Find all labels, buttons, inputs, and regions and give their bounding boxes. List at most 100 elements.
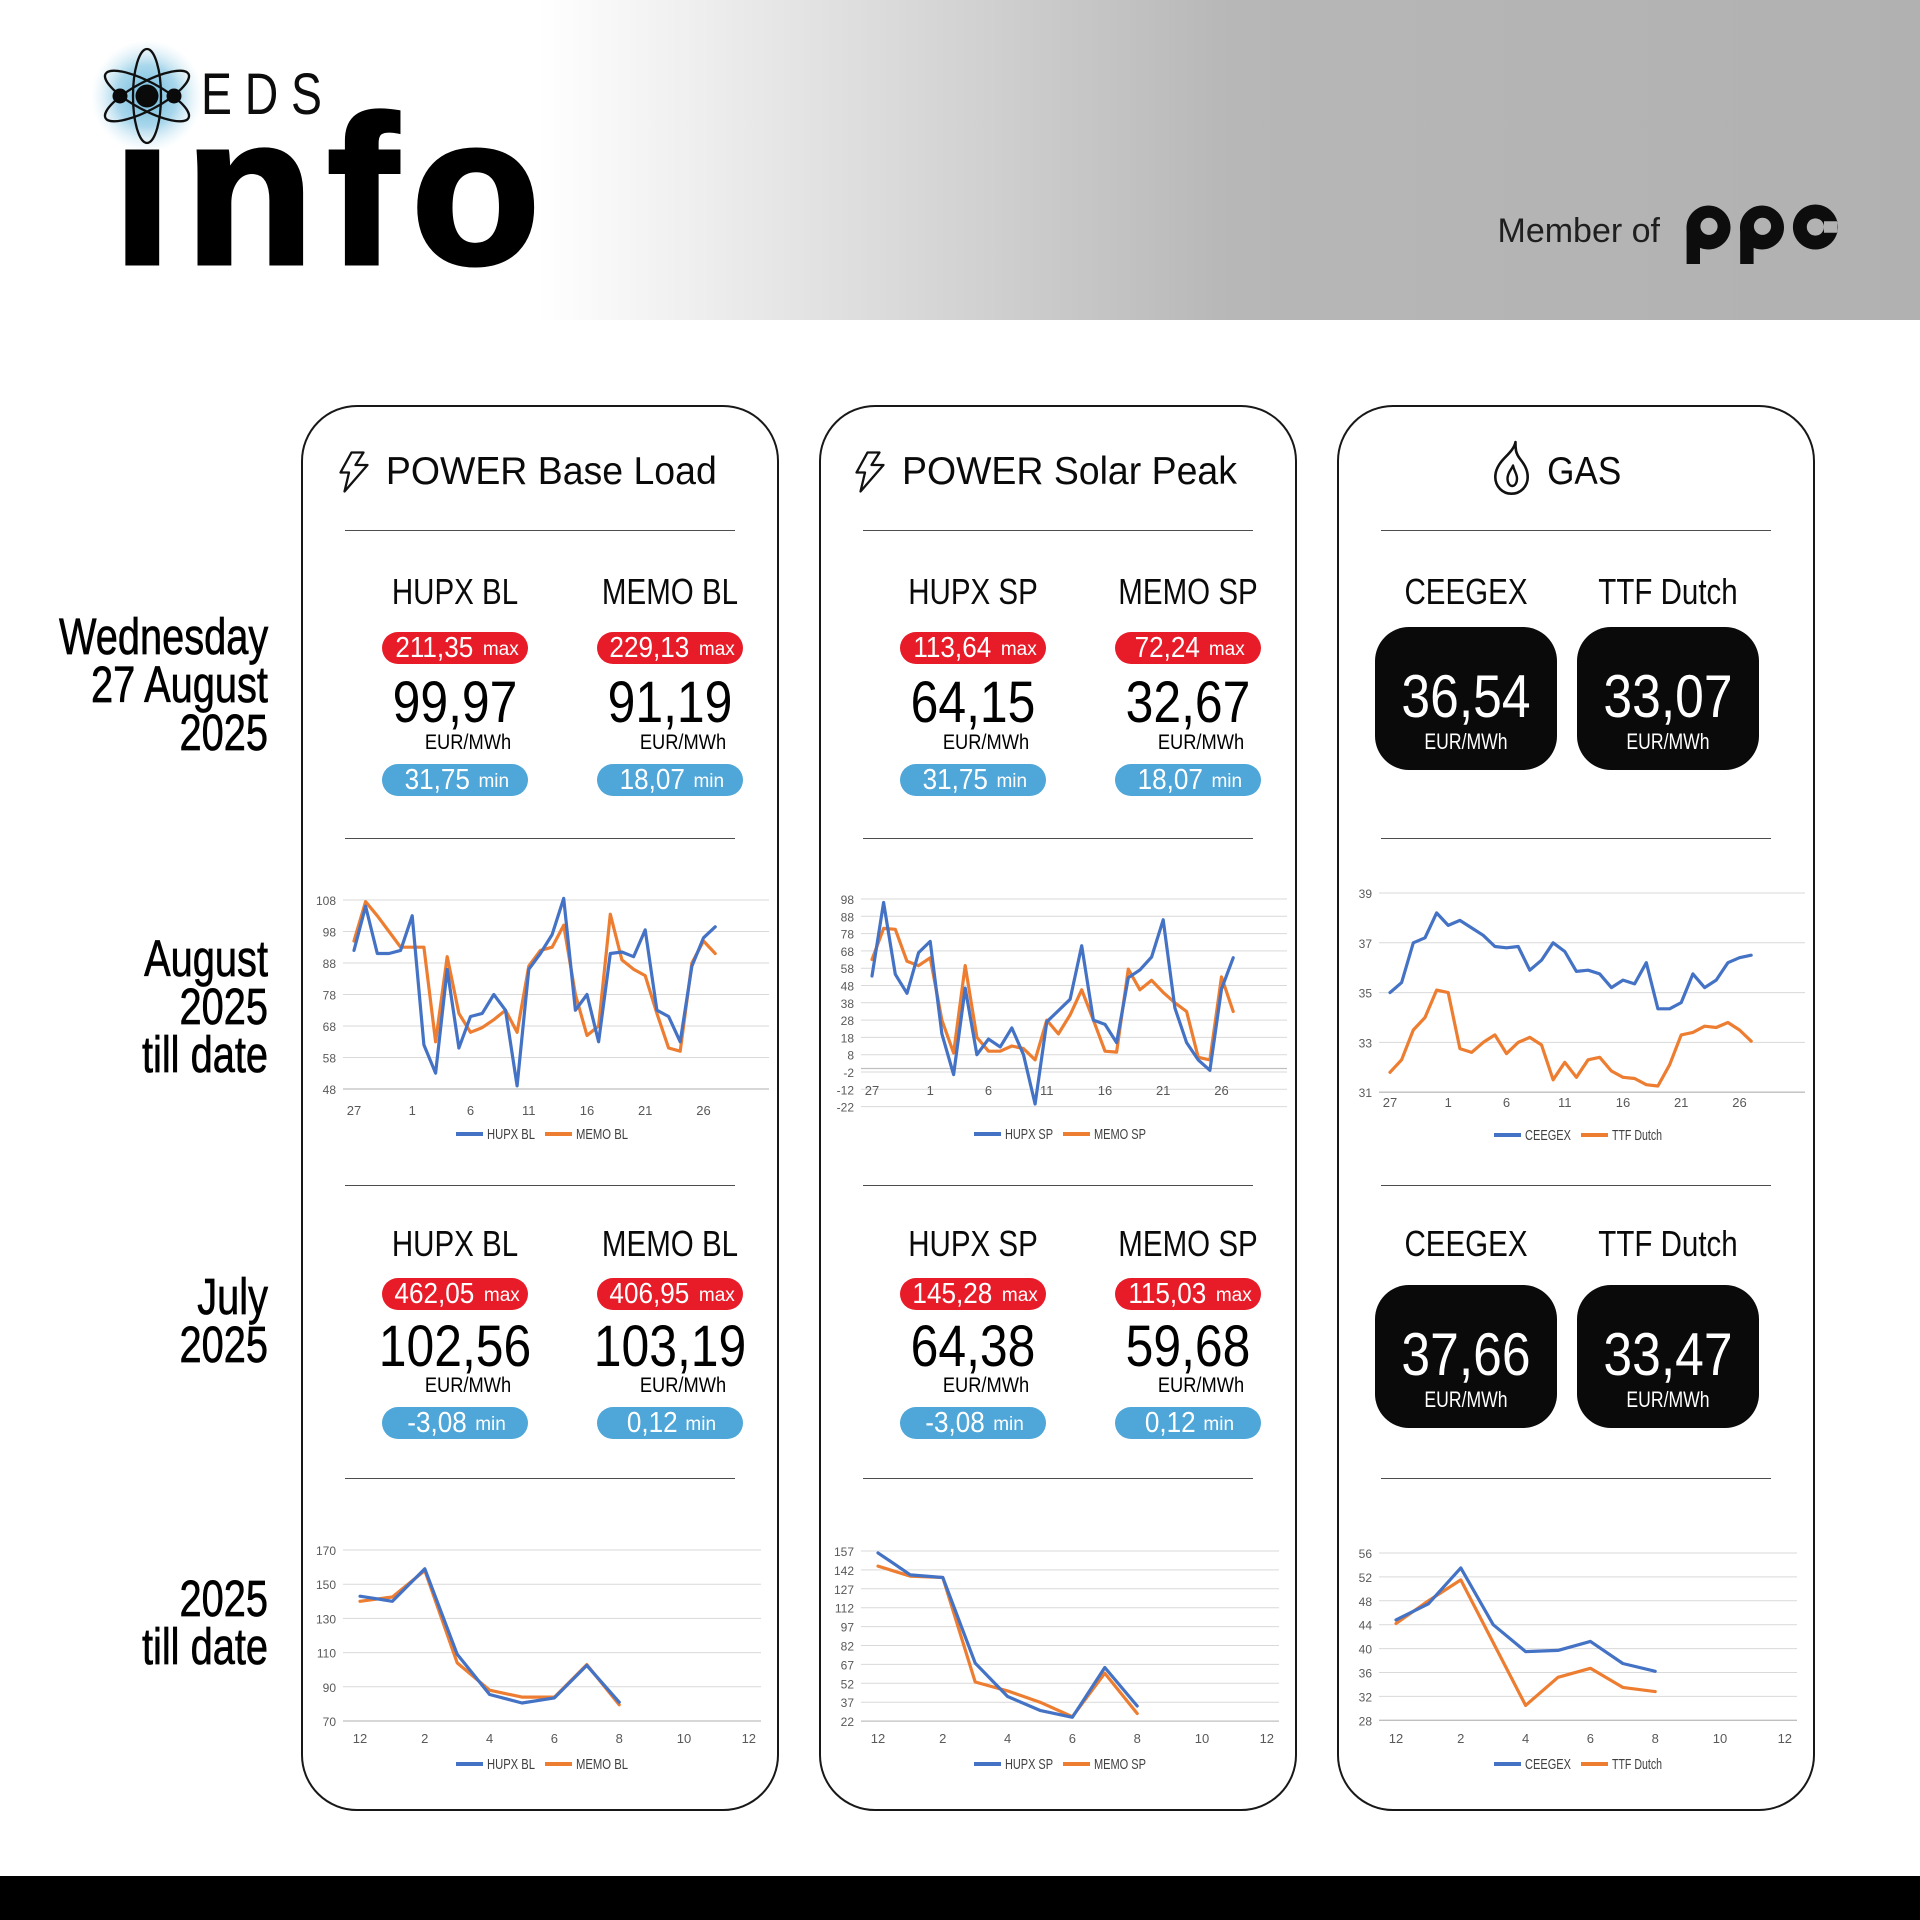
svg-text:MEMO SP: MEMO SP (1094, 1126, 1146, 1143)
svg-text:-2: -2 (843, 1066, 854, 1080)
svg-text:-12: -12 (837, 1083, 855, 1097)
svg-text:21: 21 (638, 1103, 652, 1118)
svg-text:12: 12 (353, 1731, 367, 1746)
svg-text:52: 52 (1359, 1571, 1373, 1585)
svg-text:108: 108 (316, 894, 336, 908)
svg-text:48: 48 (841, 980, 855, 994)
svg-text:58: 58 (841, 962, 855, 976)
svg-text:6: 6 (551, 1731, 558, 1746)
svg-text:78: 78 (841, 928, 855, 942)
svg-text:67: 67 (841, 1658, 855, 1672)
svg-text:28: 28 (841, 1014, 855, 1028)
svg-text:6: 6 (1069, 1731, 1076, 1746)
svg-text:37: 37 (1359, 937, 1373, 951)
svg-text:11: 11 (522, 1103, 536, 1118)
svg-text:12: 12 (871, 1731, 885, 1746)
svg-text:8: 8 (1652, 1731, 1659, 1746)
svg-text:39: 39 (1359, 887, 1373, 901)
svg-text:88: 88 (323, 957, 337, 971)
svg-text:28: 28 (1359, 1714, 1373, 1728)
svg-text:27: 27 (347, 1103, 361, 1118)
svg-text:37: 37 (841, 1696, 855, 1710)
svg-text:157: 157 (834, 1545, 854, 1559)
svg-text:12: 12 (1260, 1731, 1274, 1746)
svg-text:48: 48 (323, 1083, 337, 1097)
svg-text:HUPX SP: HUPX SP (1005, 1126, 1053, 1143)
svg-text:33: 33 (1359, 1036, 1373, 1050)
svg-text:48: 48 (1359, 1595, 1373, 1609)
svg-text:8: 8 (616, 1731, 623, 1746)
svg-text:11: 11 (1558, 1095, 1572, 1110)
svg-text:68: 68 (841, 945, 855, 959)
svg-text:12: 12 (1778, 1731, 1792, 1746)
svg-text:2: 2 (1457, 1731, 1464, 1746)
svg-text:36: 36 (1359, 1667, 1373, 1681)
svg-text:2: 2 (939, 1731, 946, 1746)
svg-text:HUPX SP: HUPX SP (1005, 1756, 1053, 1773)
svg-text:16: 16 (1616, 1095, 1630, 1110)
svg-text:16: 16 (580, 1103, 594, 1118)
svg-text:32: 32 (1359, 1690, 1373, 1704)
svg-text:142: 142 (834, 1564, 854, 1578)
svg-text:6: 6 (1587, 1731, 1594, 1746)
svg-text:TTF Dutch: TTF Dutch (1612, 1127, 1662, 1144)
svg-text:26: 26 (1732, 1095, 1746, 1110)
svg-text:CEEGEX: CEEGEX (1525, 1756, 1571, 1773)
svg-text:4: 4 (1004, 1731, 1011, 1746)
svg-text:MEMO BL: MEMO BL (576, 1756, 628, 1773)
svg-text:26: 26 (696, 1103, 710, 1118)
svg-text:18: 18 (841, 1031, 855, 1045)
svg-text:6: 6 (1503, 1095, 1510, 1110)
svg-text:82: 82 (841, 1640, 855, 1654)
svg-text:56: 56 (1359, 1547, 1373, 1561)
svg-text:127: 127 (834, 1583, 854, 1597)
svg-text:16: 16 (1098, 1083, 1112, 1098)
svg-text:21: 21 (1674, 1095, 1688, 1110)
svg-text:130: 130 (316, 1612, 336, 1626)
svg-text:88: 88 (841, 910, 855, 924)
svg-text:97: 97 (841, 1621, 855, 1635)
svg-text:8: 8 (847, 1049, 854, 1063)
svg-text:98: 98 (841, 893, 855, 907)
svg-text:4: 4 (1522, 1731, 1529, 1746)
svg-text:52: 52 (841, 1677, 855, 1691)
svg-text:4: 4 (486, 1731, 493, 1746)
svg-text:MEMO BL: MEMO BL (576, 1126, 628, 1143)
svg-text:112: 112 (835, 1602, 854, 1616)
svg-text:38: 38 (841, 997, 855, 1011)
svg-text:CEEGEX: CEEGEX (1525, 1127, 1571, 1144)
svg-text:31: 31 (1359, 1086, 1373, 1100)
svg-text:11: 11 (1040, 1083, 1054, 1098)
svg-text:12: 12 (742, 1731, 756, 1746)
svg-text:1: 1 (409, 1103, 416, 1118)
svg-text:58: 58 (323, 1052, 337, 1066)
svg-text:78: 78 (323, 989, 337, 1003)
svg-text:170: 170 (316, 1544, 336, 1558)
svg-text:6: 6 (467, 1103, 474, 1118)
svg-text:MEMO SP: MEMO SP (1094, 1756, 1146, 1773)
svg-text:110: 110 (317, 1647, 336, 1661)
svg-text:12: 12 (1389, 1731, 1403, 1746)
svg-text:10: 10 (1195, 1731, 1209, 1746)
svg-text:10: 10 (1713, 1731, 1727, 1746)
svg-text:22: 22 (841, 1715, 855, 1729)
svg-text:10: 10 (677, 1731, 691, 1746)
svg-text:26: 26 (1214, 1083, 1228, 1098)
svg-text:98: 98 (323, 926, 337, 940)
svg-text:150: 150 (316, 1578, 336, 1592)
svg-text:27: 27 (865, 1083, 879, 1098)
svg-text:90: 90 (323, 1681, 337, 1695)
svg-text:1: 1 (927, 1083, 934, 1098)
svg-text:8: 8 (1134, 1731, 1141, 1746)
svg-text:HUPX BL: HUPX BL (487, 1756, 535, 1773)
svg-text:HUPX BL: HUPX BL (487, 1126, 535, 1143)
svg-text:1: 1 (1445, 1095, 1452, 1110)
svg-text:40: 40 (1359, 1643, 1373, 1657)
svg-text:27: 27 (1383, 1095, 1397, 1110)
svg-text:TTF Dutch: TTF Dutch (1612, 1756, 1662, 1773)
svg-text:35: 35 (1359, 987, 1373, 1001)
svg-text:68: 68 (323, 1020, 337, 1034)
svg-text:21: 21 (1156, 1083, 1170, 1098)
svg-text:44: 44 (1359, 1619, 1373, 1633)
svg-text:6: 6 (985, 1083, 992, 1098)
